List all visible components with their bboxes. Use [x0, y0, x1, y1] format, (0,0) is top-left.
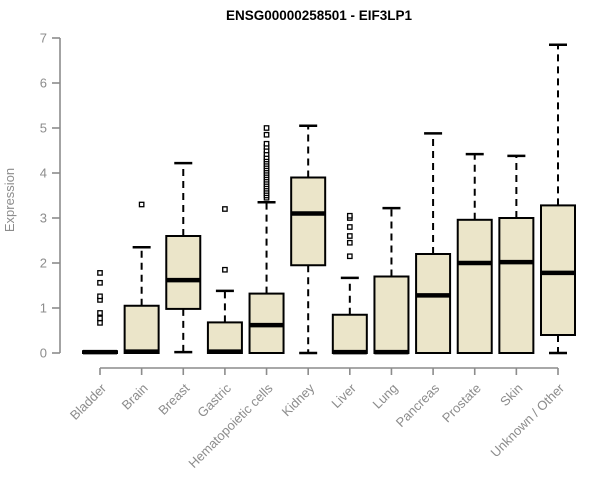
x-tick-label: Lung — [370, 381, 401, 412]
box-breast — [165, 235, 202, 310]
outlier-point-bladder — [97, 319, 103, 326]
y-tick-label: 6 — [40, 76, 47, 91]
outlier-point-bladder — [97, 315, 103, 322]
chart-title: ENSG00000258501 - EIF3LP1 — [226, 8, 413, 23]
y-tick-label: 1 — [40, 301, 47, 316]
x-tick-label: Brain — [119, 381, 151, 413]
outlier-point-gastric — [222, 206, 228, 212]
y-tick-label: 5 — [40, 121, 47, 136]
box-prostate — [456, 218, 493, 354]
box-pancreas — [415, 253, 452, 354]
outlier-point-hematopoietic-cells — [263, 140, 270, 147]
outlier-point-liver — [346, 212, 353, 219]
y-axis-title: Expression — [2, 168, 17, 232]
x-tick-label: Pancreas — [393, 380, 443, 430]
outlier-point-hematopoietic-cells — [263, 125, 270, 131]
outlier-point-brain — [138, 201, 145, 208]
x-tick-label: Breast — [155, 380, 192, 417]
x-tick-label: Skin — [497, 381, 525, 409]
outlier-point-liver — [346, 224, 353, 230]
x-tick-label: Bladder — [67, 380, 110, 423]
box-unknown-other — [540, 204, 576, 336]
x-tick-label: Gastric — [194, 380, 234, 420]
y-tick-label: 4 — [40, 166, 47, 181]
y-tick-label: 0 — [40, 346, 47, 361]
box-gastric — [206, 321, 243, 354]
x-tick-label: Liver — [328, 380, 359, 411]
y-tick-label: 3 — [40, 211, 47, 226]
x-tick-label: Kidney — [279, 380, 318, 419]
outlier-point-hematopoietic-cells — [263, 131, 270, 138]
outlier-point-bladder — [97, 279, 103, 286]
box-lung — [373, 275, 410, 354]
outlier-point-bladder — [97, 270, 103, 276]
box-kidney — [290, 176, 327, 267]
y-tick-label: 2 — [40, 256, 47, 271]
x-tick-label: Unknown / Other — [488, 380, 568, 460]
y-tick-label: 7 — [40, 31, 47, 46]
x-tick-label: Prostate — [439, 381, 484, 426]
outlier-point-liver — [346, 253, 353, 260]
outlier-point-gastric — [222, 266, 228, 273]
box-skin — [498, 217, 535, 354]
outlier-point-bladder — [97, 310, 103, 316]
box-brain — [123, 304, 160, 354]
outlier-point-liver — [346, 239, 353, 246]
outlier-point-liver — [346, 233, 353, 239]
box-liver — [331, 313, 368, 354]
outlier-point-bladder — [97, 293, 103, 300]
